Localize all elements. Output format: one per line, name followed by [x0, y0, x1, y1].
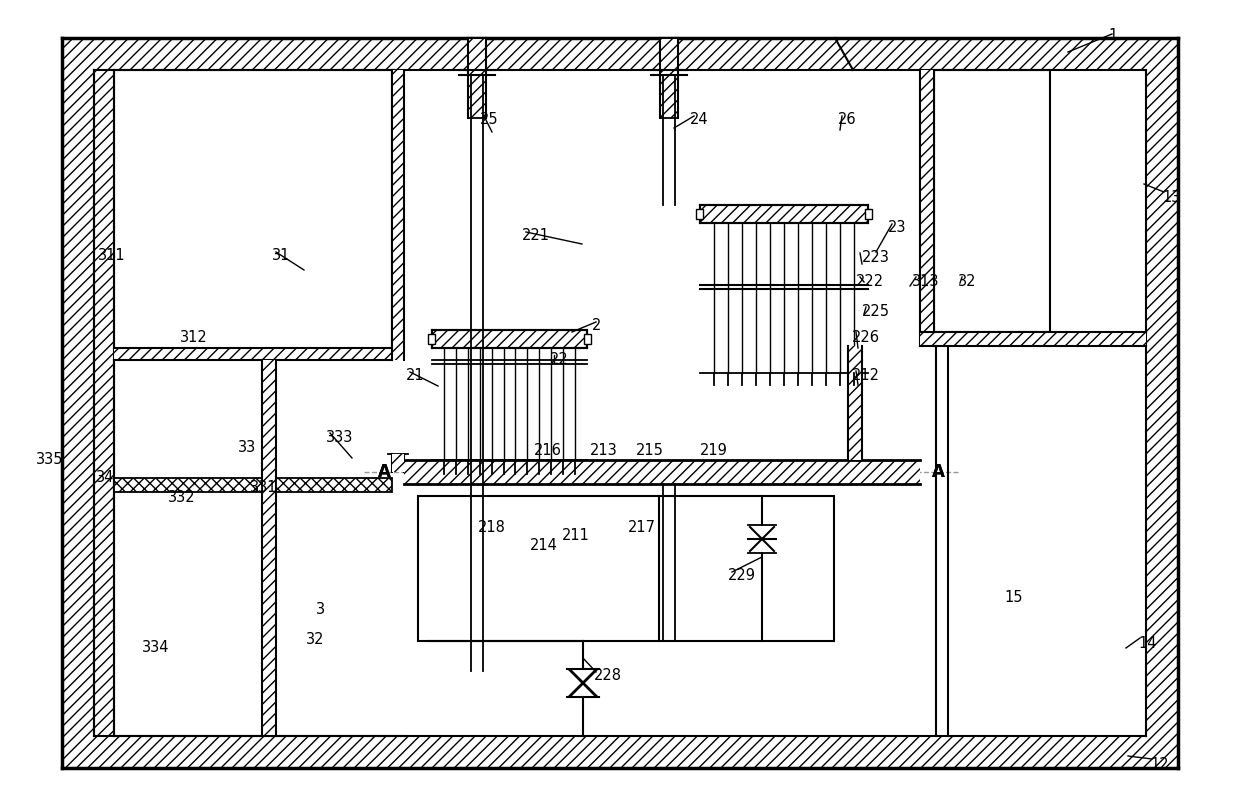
Text: 31: 31 [272, 248, 290, 263]
Text: 32: 32 [306, 632, 325, 647]
Bar [848, 346, 862, 460]
Bar [392, 454, 404, 472]
Text: 334: 334 [143, 640, 170, 655]
Bar [94, 70, 1146, 736]
Text: 2: 2 [591, 318, 601, 333]
Text: 223: 223 [862, 250, 890, 265]
Text: 15: 15 [1004, 590, 1023, 605]
Text: 13: 13 [1162, 190, 1180, 205]
Text: 229: 229 [728, 568, 756, 583]
Text: 332: 332 [167, 490, 196, 505]
Text: 225: 225 [862, 304, 890, 319]
Bar [920, 332, 1146, 346]
Bar [62, 736, 1178, 768]
Text: 32: 32 [959, 274, 977, 289]
Text: 312: 312 [180, 330, 208, 345]
Bar [866, 209, 872, 219]
Text: 23: 23 [888, 220, 906, 235]
Text: 14: 14 [1138, 636, 1157, 651]
Text: 3: 3 [316, 602, 325, 617]
Bar [467, 38, 486, 118]
Text: 221: 221 [522, 228, 551, 243]
Bar [392, 70, 404, 360]
Bar [934, 70, 1050, 332]
Text: A: A [931, 463, 945, 481]
Bar [701, 205, 868, 223]
Text: 212: 212 [852, 368, 880, 383]
Text: 311: 311 [98, 248, 125, 263]
Bar [428, 334, 435, 344]
Text: 216: 216 [534, 443, 562, 458]
Bar [114, 348, 392, 360]
Text: A: A [377, 463, 391, 481]
Bar [262, 360, 277, 736]
Text: 222: 222 [856, 274, 884, 289]
Bar [94, 70, 114, 736]
Bar [920, 70, 934, 346]
Text: 218: 218 [477, 520, 506, 535]
Bar [404, 460, 920, 484]
Text: 219: 219 [701, 443, 728, 458]
Text: 213: 213 [590, 443, 618, 458]
Text: 24: 24 [689, 112, 708, 127]
Bar [62, 38, 94, 768]
Text: 34: 34 [95, 470, 114, 485]
Bar [277, 478, 392, 492]
Text: A: A [931, 463, 945, 481]
Text: 217: 217 [627, 520, 656, 535]
Text: A: A [377, 463, 391, 481]
Text: 1: 1 [1109, 28, 1117, 43]
Text: 22: 22 [551, 352, 569, 367]
Bar [696, 209, 703, 219]
Text: 335: 335 [36, 452, 63, 467]
Text: 211: 211 [562, 528, 590, 543]
Text: 331: 331 [250, 480, 278, 495]
Bar [62, 38, 1178, 70]
Bar [660, 38, 678, 118]
Text: 12: 12 [1149, 757, 1168, 772]
Bar [584, 334, 591, 344]
Text: 333: 333 [326, 430, 353, 445]
Bar [1146, 38, 1178, 768]
Text: 21: 21 [405, 368, 424, 383]
Bar [432, 330, 587, 348]
Text: 25: 25 [480, 112, 498, 127]
Text: 26: 26 [838, 112, 857, 127]
Text: 313: 313 [911, 274, 940, 289]
Text: 214: 214 [529, 538, 558, 553]
Bar [114, 478, 262, 492]
Text: 33: 33 [238, 440, 257, 455]
Text: 228: 228 [594, 668, 622, 683]
Text: 226: 226 [852, 330, 880, 345]
Bar [418, 496, 835, 641]
Text: 215: 215 [636, 443, 663, 458]
